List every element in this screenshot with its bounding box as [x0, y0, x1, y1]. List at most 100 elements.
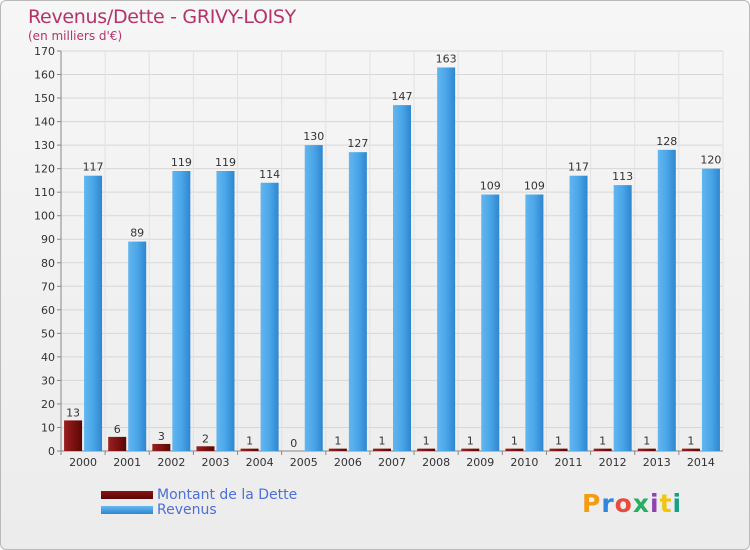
- bar-layer: [64, 67, 720, 452]
- y-tick-label: 70: [41, 280, 55, 293]
- bar-revenus-2011: [569, 175, 588, 452]
- bar-revenus-2000: [84, 175, 103, 452]
- value-label-revenus-2007: 147: [392, 90, 413, 103]
- bar-revenus-2012: [613, 185, 632, 451]
- value-label-revenus-2014: 120: [700, 154, 721, 167]
- bar-dette-2014: [681, 448, 700, 451]
- legend-item-revenus: Revenus: [101, 501, 297, 518]
- value-label-revenus-2010: 109: [524, 180, 545, 193]
- logo-letter: o: [614, 489, 633, 518]
- y-tick-label: 110: [34, 186, 55, 199]
- value-label-revenus-2000: 117: [83, 161, 104, 174]
- value-label-revenus-2013: 128: [656, 135, 677, 148]
- x-tick-label: 2013: [643, 456, 671, 469]
- y-tick-label: 80: [41, 257, 55, 270]
- x-tick-label: 2006: [334, 456, 362, 469]
- bar-revenus-2002: [172, 171, 191, 451]
- value-label-revenus-2003: 119: [215, 156, 236, 169]
- x-tick-label: 2002: [157, 456, 185, 469]
- logo-letter: i: [672, 489, 683, 518]
- legend-swatch-revenus: [101, 505, 153, 514]
- value-label-revenus-2004: 114: [259, 168, 280, 181]
- bar-revenus-2013: [657, 149, 676, 451]
- x-tick-label: 2007: [378, 456, 406, 469]
- y-tick-label: 140: [34, 116, 55, 129]
- bar-revenus-2014: [701, 168, 720, 451]
- value-label-dette-2007: 1: [379, 435, 386, 448]
- bar-dette-2010: [505, 448, 524, 451]
- grid-layer: [60, 50, 724, 452]
- x-tick-label: 2001: [113, 456, 141, 469]
- y-tick-label: 20: [41, 398, 55, 411]
- x-tick-label: 2000: [69, 456, 97, 469]
- x-tick-label: 2010: [510, 456, 538, 469]
- value-label-dette-2005: 0: [290, 437, 297, 450]
- bar-revenus-2003: [216, 171, 235, 451]
- y-tick-label: 100: [34, 210, 55, 223]
- y-tick-label: 50: [41, 327, 55, 340]
- value-label-dette-2013: 1: [643, 435, 650, 448]
- value-label-revenus-2005: 130: [303, 130, 324, 143]
- value-label-dette-2006: 1: [334, 435, 341, 448]
- x-tick-label: 2011: [555, 456, 583, 469]
- value-label-dette-2010: 1: [511, 435, 518, 448]
- x-tick-label: 2008: [422, 456, 450, 469]
- bar-dette-2001: [108, 436, 127, 451]
- value-label-dette-2003: 2: [202, 432, 209, 445]
- value-label-dette-2002: 3: [158, 430, 165, 443]
- bar-revenus-2010: [525, 194, 544, 451]
- bar-dette-2008: [417, 448, 436, 451]
- value-label-dette-2004: 1: [246, 435, 253, 448]
- x-tick-label: 2005: [290, 456, 318, 469]
- bar-revenus-2006: [348, 152, 367, 452]
- bar-dette-2002: [152, 443, 171, 451]
- x-tick-label: 2004: [246, 456, 274, 469]
- value-label-revenus-2002: 119: [171, 156, 192, 169]
- y-tick-label: 60: [41, 304, 55, 317]
- bar-dette-2012: [593, 448, 612, 451]
- bar-revenus-2005: [304, 145, 323, 451]
- logo-letter: r: [601, 489, 615, 518]
- value-label-dette-2000: 13: [66, 406, 80, 419]
- y-tick-label: 170: [34, 45, 55, 58]
- value-label-dette-2014: 1: [687, 435, 694, 448]
- bar-dette-2007: [373, 448, 391, 451]
- value-label-revenus-2008: 163: [436, 52, 457, 65]
- value-label-revenus-2006: 127: [347, 137, 368, 150]
- legend-item-dette: Montant de la Dette: [101, 486, 298, 503]
- chart-subtitle: (en milliers d'€): [28, 29, 123, 43]
- legend-label-dette: Montant de la Dette: [157, 486, 298, 503]
- y-tick-label: 160: [34, 69, 55, 82]
- bar-revenus-2007: [393, 105, 411, 451]
- bar-dette-2000: [64, 420, 83, 451]
- bar-revenus-2008: [437, 67, 456, 452]
- bar-dette-2004: [240, 448, 259, 451]
- label-layer: 13 117 6 89 3 119 2 119 1 114 0 130 1 127 1 147 1 163 1 109…: [66, 52, 721, 450]
- logo-letter: P: [582, 489, 602, 518]
- y-tick-label: 10: [41, 421, 55, 434]
- value-label-revenus-2011: 117: [568, 161, 589, 174]
- x-tick-label: 2009: [466, 456, 494, 469]
- value-label-dette-2001: 6: [114, 423, 121, 436]
- legend: Montant de la Dette Revenus: [101, 486, 298, 518]
- value-label-dette-2012: 1: [599, 435, 606, 448]
- bar-revenus-2001: [128, 241, 147, 451]
- chart-title: Revenus/Dette - GRIVY-LOISY: [28, 6, 296, 28]
- bar-dette-2006: [328, 448, 347, 451]
- value-label-revenus-2001: 89: [130, 227, 144, 240]
- legend-swatch-dette: [101, 490, 153, 499]
- value-label-dette-2011: 1: [555, 435, 562, 448]
- x-tick-label: 2014: [687, 456, 715, 469]
- logo-letter: x: [632, 489, 650, 518]
- y-tick-label: 40: [41, 351, 55, 364]
- legend-label-revenus: Revenus: [157, 501, 217, 518]
- value-label-revenus-2012: 113: [612, 170, 633, 183]
- y-tick-label: 120: [34, 163, 55, 176]
- x-tick-label: 2003: [201, 456, 229, 469]
- x-tick-label: 2012: [599, 456, 627, 469]
- bar-dette-2013: [637, 448, 656, 451]
- logo-letter: t: [659, 489, 673, 518]
- axis-layer: 0102030405060708090100110120130140150160…: [34, 45, 723, 469]
- y-tick-label: 30: [41, 374, 55, 387]
